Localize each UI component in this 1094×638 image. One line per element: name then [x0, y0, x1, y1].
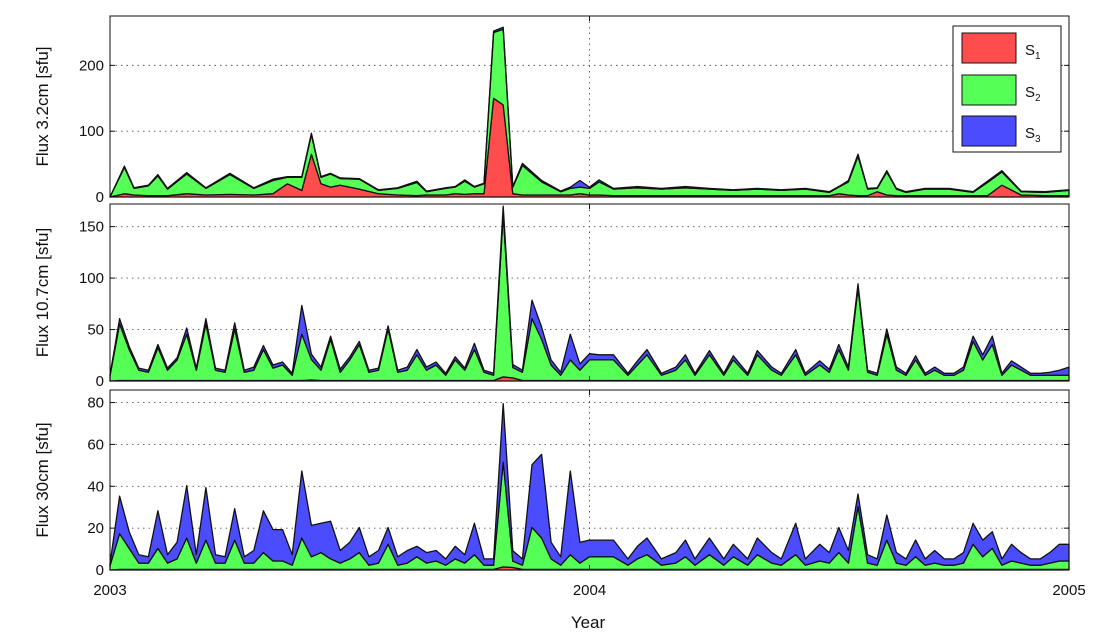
y-tick-label-2-1: 50 — [87, 322, 104, 339]
panel-3: 0 20 40 60 80 Flux 30cm [sfu] — [33, 389, 1070, 579]
legend-swatch-s1 — [961, 32, 1017, 64]
y-axis-label-panel-2: Flux 10.7cm [sfu] — [33, 228, 52, 357]
legend-sub-s1: 1 — [1035, 51, 1041, 62]
y-tick-label-1-2: 200 — [79, 57, 104, 74]
svg-text:S1: S1 — [1025, 42, 1041, 62]
y-tick-label-2-3: 150 — [79, 219, 104, 236]
y-tick-label-1-1: 100 — [79, 123, 104, 140]
y-tick-label-3-0: 0 — [96, 562, 104, 579]
y-tick-label-3-1: 20 — [87, 520, 104, 537]
x-tick-label-2: 2005 — [1052, 582, 1085, 599]
y-tick-label-3-2: 40 — [87, 478, 104, 495]
legend-entry-s3: S3 — [961, 115, 1041, 147]
legend-sub-s2: 2 — [1035, 93, 1041, 104]
legend-entry-s1: S1 — [961, 32, 1041, 64]
panel-frame-1 — [109, 15, 1070, 198]
y-tick-label-1-0: 0 — [96, 189, 104, 206]
x-axis-label: Year — [571, 613, 606, 632]
x-tick-label-0: 2003 — [93, 582, 126, 599]
panel-2: 0 50 100 150 Flux 10.7cm [sfu] — [33, 203, 1070, 390]
legend-swatch-s3 — [961, 115, 1017, 147]
y-tick-label-2-2: 100 — [79, 270, 104, 287]
legend: S1 S2 S3 — [952, 25, 1062, 153]
y-tick-label-3-3: 60 — [87, 436, 104, 453]
legend-entry-s2: S2 — [961, 74, 1041, 106]
y-axis-label-panel-3: Flux 30cm [sfu] — [33, 422, 52, 537]
y-axis-label-panel-1: Flux 3.2cm [sfu] — [33, 47, 52, 167]
panel-1: 0 100 200 Flux 3.2cm [sfu] — [33, 15, 1070, 206]
legend-swatch-s2 — [961, 74, 1017, 106]
legend-label-s3: S — [1025, 125, 1035, 142]
legend-label-s1: S — [1025, 42, 1035, 59]
y-tick-label-2-0: 0 — [96, 373, 104, 390]
area-s3-panel-1 — [109, 26, 1070, 198]
legend-label-s2: S — [1025, 84, 1035, 101]
y-tick-label-3-4: 80 — [87, 395, 104, 412]
legend-sub-s3: 3 — [1035, 134, 1041, 145]
svg-text:S3: S3 — [1025, 125, 1041, 145]
svg-text:S2: S2 — [1025, 84, 1041, 104]
area-s2-panel-1 — [109, 28, 1070, 198]
x-tick-label-1: 2004 — [573, 582, 606, 599]
